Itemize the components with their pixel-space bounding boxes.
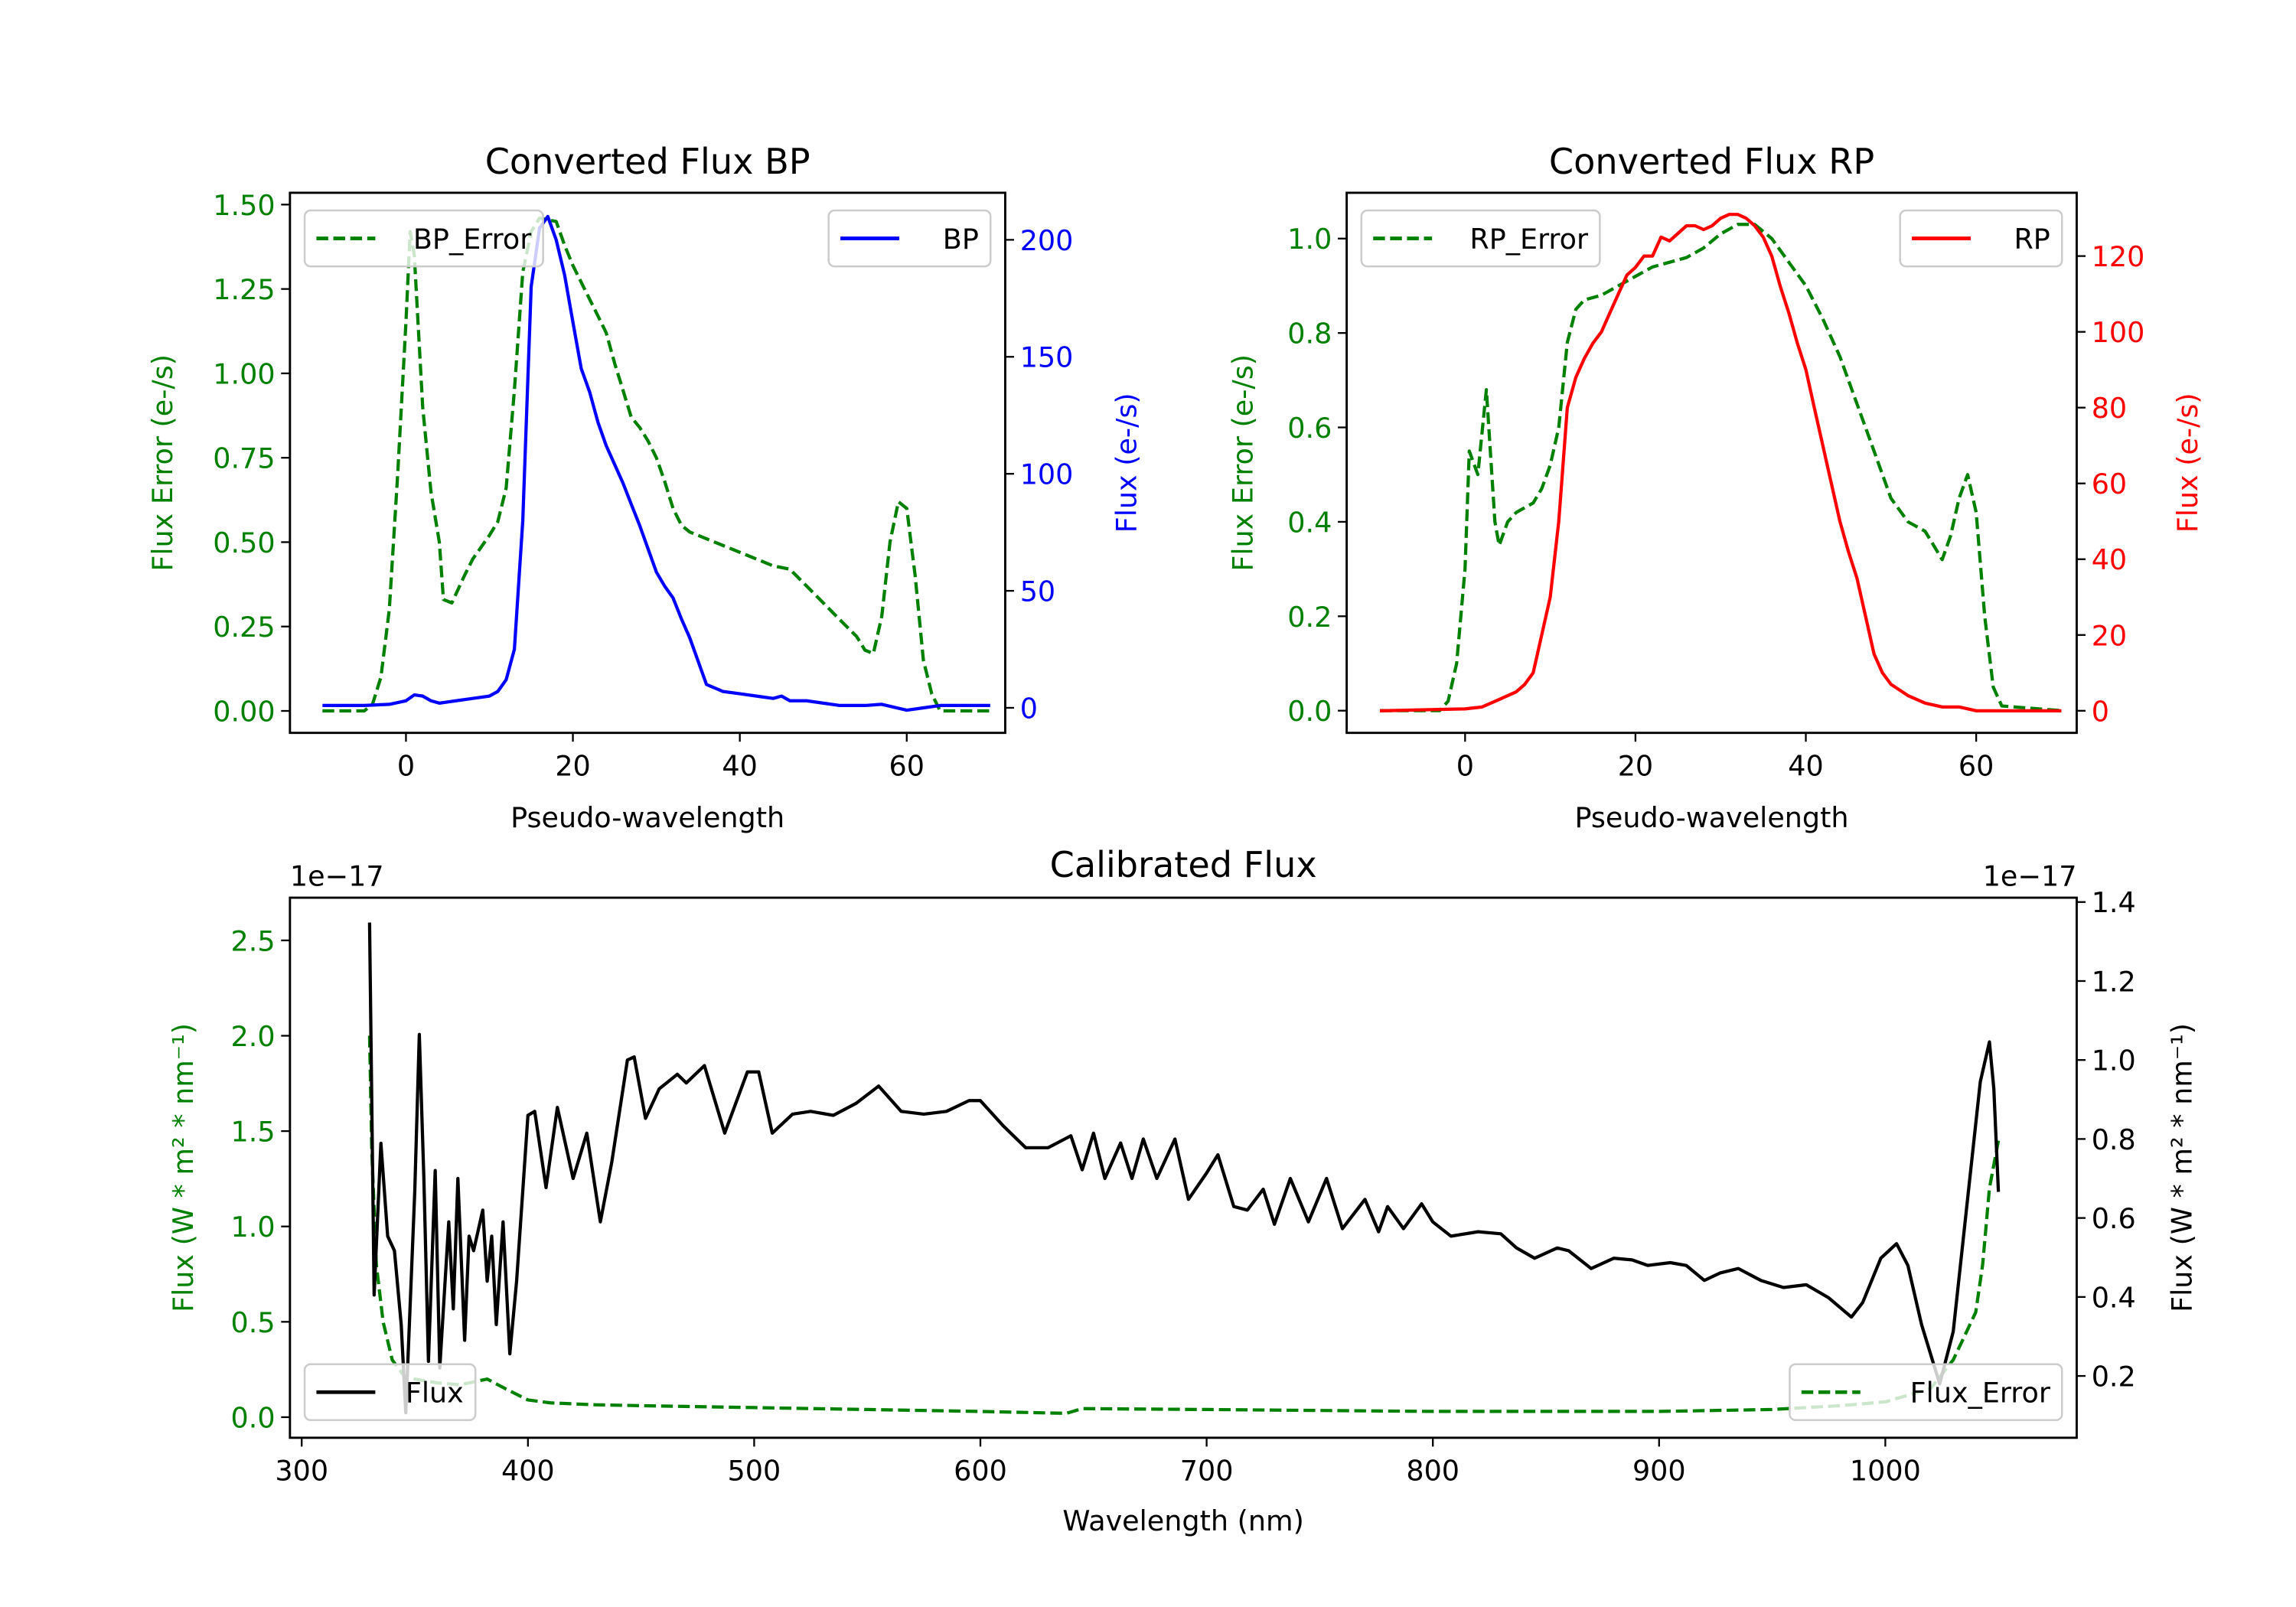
legend-label: RP_Error bbox=[1469, 223, 1589, 256]
series-line-flux bbox=[367, 922, 2001, 1415]
y-tick-label-right: 80 bbox=[2092, 392, 2127, 425]
axes-frame bbox=[289, 191, 1006, 735]
bp-panel: BP_Error BP 0 20 40 60 0.00 0.25 0.50 0.75 1.00 1.2… bbox=[146, 141, 1143, 834]
y-tick-label-right: 1.4 bbox=[2092, 886, 2136, 919]
y-axis-label-left: Flux (W * m² * nm⁻¹) bbox=[167, 1023, 200, 1312]
legend-flux-error: Flux_Error bbox=[1789, 1363, 2063, 1422]
legend-box bbox=[1899, 209, 2063, 268]
x-axis-label: Wavelength (nm) bbox=[1062, 1504, 1303, 1537]
y-tick-label-left: 0.2 bbox=[1287, 601, 1332, 634]
x-tick-label: 1000 bbox=[1850, 1455, 1921, 1488]
series-line-bp-error bbox=[322, 216, 990, 713]
y-tick-label-left: 2.5 bbox=[231, 924, 276, 957]
y-tick-label-right: 120 bbox=[2092, 240, 2145, 273]
legend-box bbox=[1789, 1363, 2063, 1422]
legend-box bbox=[303, 1363, 477, 1422]
x-tick-label: 900 bbox=[1632, 1455, 1686, 1488]
x-tick-label: 20 bbox=[1618, 749, 1653, 782]
y-tick-label-right: 1.0 bbox=[2092, 1045, 2136, 1077]
y-tick-label-right: 150 bbox=[1020, 341, 1074, 374]
legend-label: BP_Error bbox=[413, 223, 532, 256]
y-tick-label-left: 0.0 bbox=[231, 1401, 276, 1434]
y-tick-label-left: 0.75 bbox=[213, 442, 275, 475]
x-tick-label: 700 bbox=[1180, 1455, 1234, 1488]
y-tick-label-right: 100 bbox=[2092, 316, 2145, 349]
x-tick-label: 20 bbox=[555, 749, 590, 782]
legend-label: Flux_Error bbox=[1910, 1377, 2051, 1410]
x-tick-label: 400 bbox=[501, 1455, 555, 1488]
x-axis-label: Pseudo-wavelength bbox=[510, 801, 784, 834]
x-tick-label: 500 bbox=[728, 1455, 781, 1488]
y-tick-label-right: 1.2 bbox=[2092, 965, 2136, 998]
y-offset-right: 1e−17 bbox=[1983, 860, 2077, 893]
legend-label: Flux bbox=[406, 1377, 464, 1410]
y-tick-label-left: 0.4 bbox=[1287, 506, 1332, 539]
y-tick-label-right: 0.4 bbox=[2092, 1281, 2136, 1314]
y-tick-label-right: 0.6 bbox=[2092, 1202, 2136, 1235]
y-tick-label-right: 0.8 bbox=[2092, 1123, 2136, 1156]
rp-panel: RP_Error RP 0 20 40 60 0.0 0.2 0.4 0.6 0.8 1.0 0 20 40… bbox=[1227, 141, 2205, 834]
x-tick-label: 300 bbox=[275, 1455, 328, 1488]
chart-title: Converted Flux RP bbox=[1549, 141, 1874, 182]
y-axis-label-left: Flux Error (e-/s) bbox=[146, 354, 179, 572]
chart-title: Converted Flux BP bbox=[485, 141, 810, 182]
legend-rp-error: RP_Error bbox=[1360, 209, 1601, 268]
cal-panel: Flux_Error Flux 300 400 500 600 700 800 900 1000 0… bbox=[167, 844, 2199, 1537]
y-tick-label-left: 1.0 bbox=[231, 1211, 276, 1244]
y-tick-label-left: 0.0 bbox=[1287, 695, 1332, 728]
x-tick-label: 0 bbox=[397, 749, 415, 782]
x-tick-label: 800 bbox=[1406, 1455, 1459, 1488]
legend-label: RP bbox=[2014, 223, 2050, 256]
chart-title: Calibrated Flux bbox=[1050, 844, 1317, 885]
x-tick-label: 40 bbox=[722, 749, 757, 782]
y-axis-label-right: Flux (e-/s) bbox=[2171, 393, 2204, 533]
y-tick-label-left: 2.0 bbox=[231, 1020, 276, 1053]
y-tick-label-left: 1.0 bbox=[1287, 223, 1332, 256]
y-tick-label-left: 0.6 bbox=[1287, 412, 1332, 445]
x-tick-label: 40 bbox=[1788, 749, 1823, 782]
series-line-rp-error bbox=[1380, 223, 2062, 712]
x-tick-label: 600 bbox=[954, 1455, 1007, 1488]
y-tick-label-left: 1.25 bbox=[213, 273, 275, 306]
legend-rp: RP bbox=[1899, 209, 2063, 268]
legend-box bbox=[827, 209, 992, 268]
y-tick-label-right: 0 bbox=[2092, 695, 2109, 728]
legend-box bbox=[1360, 209, 1601, 268]
x-tick-label: 0 bbox=[1456, 749, 1474, 782]
series-line-flux-error bbox=[367, 1035, 2001, 1416]
y-axis-label-right: Flux (W * m² * nm⁻¹) bbox=[2165, 1023, 2198, 1312]
series-line-bp bbox=[322, 214, 990, 712]
y-axis-label-left: Flux Error (e-/s) bbox=[1227, 354, 1260, 572]
y-tick-label-right: 40 bbox=[2092, 543, 2127, 576]
series-line-rp bbox=[1380, 213, 2062, 712]
y-tick-label-left: 0.50 bbox=[213, 526, 275, 559]
y-tick-label-left: 0.00 bbox=[213, 695, 275, 728]
y-tick-label-left: 0.25 bbox=[213, 611, 275, 644]
y-tick-label-left: 1.5 bbox=[231, 1116, 276, 1149]
x-tick-label: 60 bbox=[889, 749, 925, 782]
x-axis-label: Pseudo-wavelength bbox=[1574, 801, 1848, 834]
y-tick-label-right: 0.2 bbox=[2092, 1361, 2136, 1393]
y-tick-label-right: 20 bbox=[2092, 619, 2127, 652]
y-tick-label-right: 200 bbox=[1020, 224, 1074, 257]
y-tick-label-right: 50 bbox=[1020, 575, 1055, 608]
legend-bp: BP bbox=[827, 209, 992, 268]
x-tick-label: 60 bbox=[1958, 749, 1994, 782]
y-tick-label-right: 60 bbox=[2092, 468, 2127, 500]
axes-frame bbox=[289, 896, 2078, 1439]
y-tick-label-left: 0.8 bbox=[1287, 318, 1332, 350]
y-axis-label-right: Flux (e-/s) bbox=[1110, 393, 1143, 533]
y-tick-label-right: 100 bbox=[1020, 458, 1074, 491]
y-tick-label-left: 0.5 bbox=[231, 1306, 276, 1339]
y-tick-label-left: 1.00 bbox=[213, 357, 275, 390]
y-tick-label-right: 0 bbox=[1020, 692, 1038, 725]
axes-frame bbox=[1345, 191, 2078, 735]
legend-bp-error: BP_Error bbox=[303, 209, 544, 268]
y-offset-left: 1e−17 bbox=[290, 860, 384, 893]
y-tick-label-left: 1.50 bbox=[213, 189, 275, 222]
legend-label: BP bbox=[943, 223, 979, 256]
legend-box bbox=[303, 209, 544, 268]
legend-flux: Flux bbox=[303, 1363, 477, 1422]
